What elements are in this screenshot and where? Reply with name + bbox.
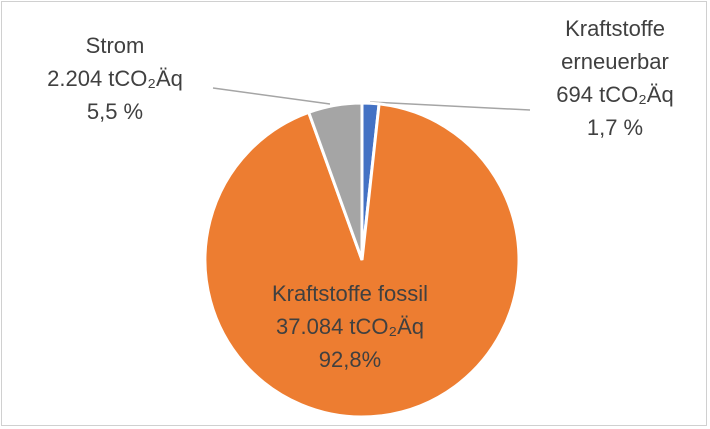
data-label: Kraftstoffe erneuerbar 694 tCO₂Äq 1,7 % bbox=[540, 12, 690, 144]
label-name: Kraftstoffe erneuerbar bbox=[561, 16, 669, 74]
label-percent: 92,8% bbox=[318, 347, 382, 372]
label-percent: 5,5 % bbox=[86, 99, 144, 124]
leader-line bbox=[212, 87, 331, 105]
label-name: Strom bbox=[85, 33, 145, 58]
leader-line bbox=[369, 101, 531, 111]
label-amount: 2.204 tCO₂Äq bbox=[47, 66, 183, 91]
label-amount: 37.084 tCO₂Äq bbox=[276, 314, 424, 339]
label-amount: 694 tCO₂Äq bbox=[556, 82, 674, 107]
label-percent: 1,7 % bbox=[586, 115, 644, 140]
pie-slice bbox=[203, 102, 521, 419]
data-label: Kraftstoffe fossil 37.084 tCO₂Äq 92,8% bbox=[200, 277, 500, 376]
pie-slice bbox=[306, 101, 364, 261]
data-label: Strom 2.204 tCO₂Äq 5,5 % bbox=[15, 29, 215, 128]
label-name: Kraftstoffe fossil bbox=[271, 281, 429, 306]
